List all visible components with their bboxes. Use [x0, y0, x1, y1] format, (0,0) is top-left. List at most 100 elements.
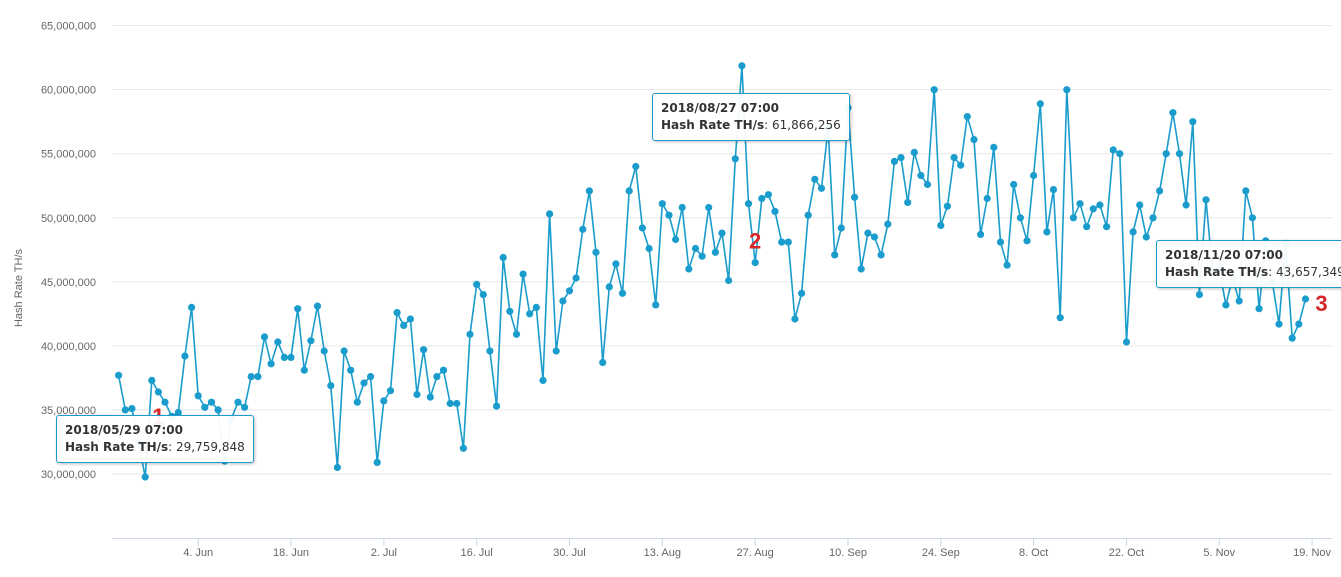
data-point[interactable]	[1235, 297, 1243, 305]
data-point[interactable]	[1149, 214, 1157, 222]
data-point[interactable]	[831, 251, 839, 259]
data-point[interactable]	[851, 193, 859, 201]
data-point[interactable]	[592, 248, 600, 256]
data-point[interactable]	[771, 207, 779, 215]
data-point[interactable]	[1195, 291, 1203, 299]
data-point[interactable]	[897, 154, 905, 162]
data-point[interactable]	[260, 333, 269, 341]
data-point[interactable]	[1030, 171, 1038, 180]
data-point[interactable]	[1248, 214, 1256, 222]
data-point[interactable]	[996, 238, 1005, 246]
data-point[interactable]	[188, 303, 196, 311]
data-point[interactable]	[904, 198, 912, 206]
data-point[interactable]	[691, 244, 700, 253]
data-point[interactable]	[565, 287, 574, 295]
data-point[interactable]	[1083, 223, 1091, 231]
data-point[interactable]	[453, 399, 461, 408]
data-point[interactable]	[1162, 150, 1170, 158]
data-point[interactable]	[247, 373, 255, 381]
data-point[interactable]	[718, 229, 726, 237]
data-point[interactable]	[347, 366, 355, 374]
data-point[interactable]	[804, 211, 812, 219]
data-point[interactable]	[393, 309, 401, 317]
data-point[interactable]	[320, 347, 328, 355]
data-point[interactable]	[678, 203, 686, 212]
data-point[interactable]	[910, 148, 918, 156]
data-point[interactable]	[141, 473, 149, 481]
data-point[interactable]	[327, 382, 335, 390]
data-point[interactable]	[1036, 100, 1044, 108]
data-point[interactable]	[459, 444, 467, 452]
data-point[interactable]	[1129, 228, 1137, 236]
data-point[interactable]	[121, 406, 129, 414]
data-point[interactable]	[1049, 186, 1058, 194]
data-point[interactable]	[1301, 295, 1310, 303]
data-point[interactable]	[546, 210, 554, 218]
data-point[interactable]	[194, 392, 202, 400]
data-point[interactable]	[207, 398, 216, 406]
data-point[interactable]	[731, 155, 739, 163]
data-point[interactable]	[1116, 150, 1124, 158]
data-point[interactable]	[632, 162, 640, 171]
data-point[interactable]	[917, 171, 925, 180]
data-point[interactable]	[672, 235, 680, 244]
data-point[interactable]	[1222, 301, 1230, 309]
data-point[interactable]	[1003, 261, 1011, 269]
data-point[interactable]	[625, 187, 633, 195]
data-point[interactable]	[552, 347, 560, 355]
data-point[interactable]	[148, 376, 156, 384]
data-point[interactable]	[1275, 320, 1283, 328]
data-point[interactable]	[1182, 201, 1190, 209]
data-point[interactable]	[413, 390, 421, 399]
data-point[interactable]	[705, 203, 713, 212]
data-point[interactable]	[791, 315, 799, 323]
data-point[interactable]	[1189, 118, 1197, 126]
data-point[interactable]	[307, 337, 315, 345]
data-point[interactable]	[406, 315, 414, 323]
data-point[interactable]	[870, 233, 879, 241]
data-point[interactable]	[798, 289, 806, 297]
data-point[interactable]	[758, 194, 766, 203]
data-point[interactable]	[493, 402, 501, 410]
data-point[interactable]	[1056, 314, 1064, 322]
data-point[interactable]	[1142, 233, 1150, 241]
data-point[interactable]	[340, 347, 348, 355]
data-point[interactable]	[1089, 205, 1097, 213]
data-point[interactable]	[1169, 109, 1177, 117]
data-point[interactable]	[254, 373, 262, 381]
data-point[interactable]	[473, 280, 481, 288]
data-point[interactable]	[360, 379, 368, 387]
data-point[interactable]	[930, 86, 938, 94]
data-point[interactable]	[652, 301, 660, 309]
data-point[interactable]	[618, 289, 627, 297]
data-point[interactable]	[738, 62, 746, 70]
data-point[interactable]	[1242, 187, 1250, 195]
data-point[interactable]	[333, 463, 341, 472]
data-point[interactable]	[1076, 200, 1084, 208]
data-point[interactable]	[128, 405, 136, 413]
data-point[interactable]	[174, 408, 182, 417]
data-point[interactable]	[234, 398, 242, 406]
data-point[interactable]	[1043, 228, 1051, 236]
data-point[interactable]	[784, 238, 792, 246]
data-point[interactable]	[433, 373, 441, 381]
data-point[interactable]	[685, 265, 693, 273]
data-point[interactable]	[214, 406, 222, 414]
data-point[interactable]	[665, 211, 673, 219]
data-point[interactable]	[943, 202, 952, 210]
data-point[interactable]	[877, 251, 885, 259]
data-point[interactable]	[970, 136, 978, 144]
data-point[interactable]	[658, 200, 666, 208]
data-point[interactable]	[890, 157, 899, 165]
data-point[interactable]	[937, 221, 945, 229]
data-point[interactable]	[923, 180, 932, 189]
data-point[interactable]	[1122, 338, 1131, 346]
data-point[interactable]	[446, 399, 454, 408]
data-point[interactable]	[506, 307, 514, 315]
data-point[interactable]	[1063, 86, 1071, 94]
data-point[interactable]	[280, 353, 288, 361]
data-point[interactable]	[154, 388, 162, 396]
data-point[interactable]	[645, 244, 653, 253]
data-point[interactable]	[725, 276, 733, 285]
data-point[interactable]	[267, 360, 275, 368]
